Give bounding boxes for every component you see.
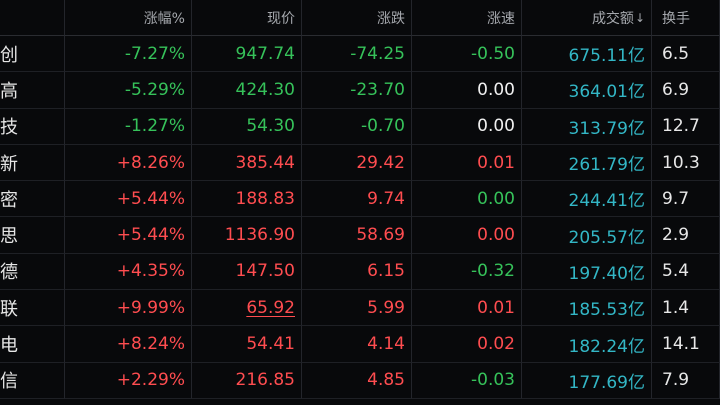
price: 1136.90 <box>192 217 302 254</box>
turnover-rate: 1.4 <box>652 290 720 327</box>
header-change-pct[interactable]: 涨幅% <box>65 0 192 36</box>
turnover: 177.69亿 <box>522 362 652 399</box>
price: 54.41 <box>192 326 302 363</box>
change-pct: +9.99% <box>65 290 192 327</box>
turnover: 197.40亿 <box>522 253 652 291</box>
turnover: 261.79亿 <box>522 144 652 182</box>
header-change[interactable]: 涨跌 <box>302 0 412 36</box>
turnover: 364.01亿 <box>522 72 652 109</box>
speed: 0.00 <box>412 181 522 218</box>
turnover-rate: 7.9 <box>652 362 720 399</box>
change: 5.99 <box>302 290 412 327</box>
stock-name[interactable]: 德 <box>0 253 65 291</box>
change-pct: +8.26% <box>65 144 192 182</box>
turnover-rate: 6.9 <box>652 72 720 109</box>
change: 6.15 <box>302 253 412 291</box>
change: -74.25 <box>302 36 412 73</box>
turnover: 313.79亿 <box>522 108 652 145</box>
change: 4.85 <box>302 362 412 399</box>
change-pct: +2.29% <box>65 362 192 399</box>
stock-name[interactable]: 高 <box>0 72 65 109</box>
turnover-rate: 5.4 <box>652 253 720 291</box>
stock-name[interactable]: 密 <box>0 181 65 218</box>
change: -0.70 <box>302 108 412 145</box>
stock-name[interactable]: 创 <box>0 36 65 73</box>
change: 9.74 <box>302 181 412 218</box>
stock-name[interactable]: 电 <box>0 326 65 363</box>
price: 147.50 <box>192 253 302 291</box>
change: 58.69 <box>302 217 412 254</box>
stock-name[interactable]: 信 <box>0 362 65 399</box>
stock-name[interactable]: 思 <box>0 217 65 254</box>
change-pct: +8.24% <box>65 326 192 363</box>
header-turnover-rate[interactable]: 换手 <box>652 0 720 36</box>
change-pct: +5.44% <box>65 217 192 254</box>
speed: 0.00 <box>412 108 522 145</box>
change-pct: -5.29% <box>65 72 192 109</box>
price: 385.44 <box>192 144 302 182</box>
speed: 0.00 <box>412 72 522 109</box>
price-link[interactable]: 65.92 <box>246 297 295 318</box>
change-pct: -1.27% <box>65 108 192 145</box>
turnover: 244.41亿 <box>522 181 652 218</box>
speed: -0.50 <box>412 36 522 73</box>
turnover-rate: 9.7 <box>652 181 720 218</box>
stock-name[interactable]: 联 <box>0 290 65 327</box>
price: 424.30 <box>192 72 302 109</box>
change: 4.14 <box>302 326 412 363</box>
price: 188.83 <box>192 181 302 218</box>
price[interactable]: 65.92 <box>192 290 302 327</box>
speed: 0.01 <box>412 144 522 182</box>
turnover-rate: 12.7 <box>652 108 720 145</box>
change-pct: +5.44% <box>65 181 192 218</box>
speed: 0.02 <box>412 326 522 363</box>
turnover: 182.24亿 <box>522 326 652 363</box>
turnover: 185.53亿 <box>522 290 652 327</box>
turnover-rate: 2.9 <box>652 217 720 254</box>
turnover: 205.57亿 <box>522 217 652 254</box>
header-name[interactable] <box>0 0 65 36</box>
speed: 0.01 <box>412 290 522 327</box>
speed: -0.03 <box>412 362 522 399</box>
stock-name[interactable]: 技 <box>0 108 65 145</box>
stock-name[interactable]: 新 <box>0 144 65 182</box>
turnover-rate: 6.5 <box>652 36 720 73</box>
header-turnover-label: 成交额 <box>591 10 634 27</box>
header-speed[interactable]: 涨速 <box>412 0 522 36</box>
price: 216.85 <box>192 362 302 399</box>
speed: 0.00 <box>412 217 522 254</box>
price: 947.74 <box>192 36 302 73</box>
turnover-rate: 10.3 <box>652 144 720 182</box>
change-pct: +4.35% <box>65 253 192 291</box>
speed: -0.32 <box>412 253 522 291</box>
change: 29.42 <box>302 144 412 182</box>
price: 54.30 <box>192 108 302 145</box>
turnover-rate: 14.1 <box>652 326 720 363</box>
header-price[interactable]: 现价 <box>192 0 302 36</box>
sort-desc-icon: ↓ <box>634 10 645 25</box>
change: -23.70 <box>302 72 412 109</box>
header-turnover[interactable]: 成交额 ↓ <box>522 0 652 36</box>
turnover: 675.11亿 <box>522 36 652 73</box>
change-pct: -7.27% <box>65 36 192 73</box>
